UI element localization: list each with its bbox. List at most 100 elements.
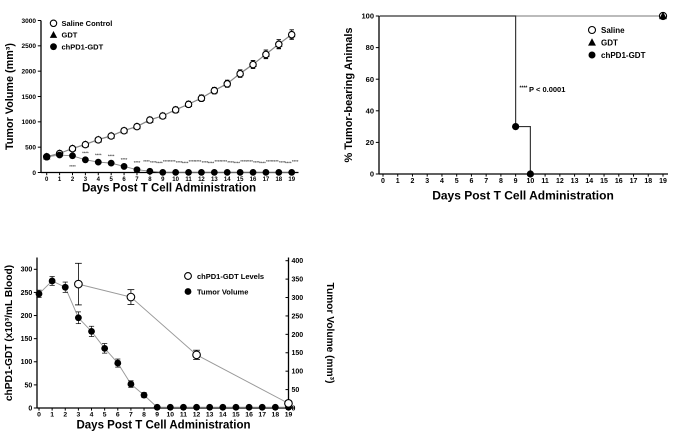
x-tick-label: 6 (116, 412, 120, 419)
x-tick-label: 6 (122, 177, 126, 183)
marker-filled-circle (185, 168, 192, 176)
marker-filled-circle (74, 314, 82, 322)
y-tick-label: 20 (366, 138, 374, 147)
marker-filled-circle (107, 159, 115, 167)
right-y-axis-label: Tumor Volume (mm³) (324, 283, 335, 384)
marker-filled-circle (94, 158, 102, 166)
y-tick-label: 2000 (22, 68, 37, 75)
significance-mark: **** (156, 160, 163, 165)
x-tick-label: 13 (571, 178, 579, 185)
marker-filled-triangle (659, 11, 667, 20)
marker-filled-circle (512, 123, 520, 131)
marker-filled-circle (172, 168, 180, 176)
x-tick-label: 16 (615, 178, 623, 185)
y-tick-label: 0 (32, 170, 36, 177)
significance-mark: **** (182, 160, 189, 165)
marker-open-circle (133, 122, 141, 131)
x-tick-label: 19 (285, 412, 293, 419)
marker-filled-circle (232, 403, 240, 411)
y-tick-label-right: 100 (292, 369, 304, 376)
y-tick-label: 80 (366, 43, 374, 52)
marker-open-circle (284, 399, 293, 408)
series-line (46, 34, 292, 158)
marker-open-circle (146, 116, 154, 124)
significance-mark: **** (134, 160, 141, 165)
y-tick-label: 500 (25, 144, 36, 151)
x-tick-label: 5 (455, 178, 459, 185)
marker-filled-circle (223, 168, 231, 176)
x-tick-label: 3 (425, 178, 429, 185)
significance-mark: **** (253, 160, 260, 165)
marker-open-circle (287, 30, 296, 39)
y-tick-label-right: 50 (292, 387, 300, 394)
x-tick-label: 10 (172, 177, 179, 183)
marker-filled-circle (133, 166, 141, 174)
significance-mark: **** (163, 159, 170, 164)
x-tick-label: 4 (90, 412, 94, 419)
x-tick-label: 3 (76, 412, 80, 419)
series-line (46, 33, 292, 157)
significance-mark: **** (233, 160, 240, 165)
x-tick-label: 2 (63, 412, 67, 419)
marker-open-circle (587, 25, 597, 35)
chpd1-levels-vs-tumor-volume-chart: 0501001502002503000501001502002503003504… (4, 257, 335, 432)
marker-filled-circle (146, 167, 154, 175)
x-tick-label: 9 (155, 412, 159, 419)
marker-filled-circle (219, 403, 227, 411)
significance-mark: **** (169, 159, 176, 164)
significance-mark: **** (208, 160, 215, 165)
marker-open-circle (107, 132, 115, 140)
x-tick-label: 12 (198, 177, 205, 183)
x-tick-label: 2 (411, 178, 415, 185)
y-tick-label-right: 300 (292, 295, 304, 302)
legend-label: chPD1-GDT Levels (197, 272, 264, 281)
marker-filled-circle (35, 290, 43, 298)
marker-filled-circle (114, 359, 122, 367)
marker-filled-circle (101, 344, 109, 352)
legend-label: Saline Control (62, 19, 113, 28)
marker-open-circle (223, 80, 231, 88)
marker-open-circle (184, 272, 192, 280)
y-tick-label: 3000 (22, 18, 37, 25)
y-tick-label-left: 250 (21, 290, 33, 297)
marker-filled-circle (61, 283, 69, 291)
x-tick-label: 9 (514, 178, 518, 185)
marker-filled-circle (245, 403, 253, 411)
x-tick-label: 14 (224, 177, 231, 183)
x-tick-label: 11 (180, 412, 187, 419)
x-tick-label: 11 (185, 177, 192, 183)
y-tick-label-right: 150 (292, 350, 304, 357)
y-tick-label: 0 (370, 170, 374, 179)
marker-open-circle (275, 40, 283, 49)
significance-mark: **** (292, 159, 299, 164)
x-tick-label: 10 (167, 412, 175, 419)
marker-filled-circle (69, 152, 76, 160)
y-tick-label: 2500 (22, 43, 37, 50)
marker-filled-circle (166, 403, 174, 411)
x-tick-label: 0 (37, 412, 41, 419)
marker-open-circle (49, 19, 58, 28)
marker-open-circle (210, 86, 219, 95)
marker-filled-circle (258, 403, 266, 411)
marker-open-circle (184, 100, 193, 109)
marker-open-circle (197, 94, 206, 103)
y-tick-label-right: 0 (292, 405, 296, 412)
marker-filled-circle (81, 156, 89, 164)
y-tick-label-left: 100 (21, 359, 33, 366)
significance-mark: **** (195, 159, 202, 164)
significance-mark: **** (202, 160, 209, 165)
y-tick-label-right: 350 (292, 277, 304, 284)
legend-label: chPD1-GDT (601, 51, 646, 60)
x-tick-label: 4 (97, 177, 101, 183)
series-line (78, 283, 289, 404)
x-tick-label: 15 (232, 412, 240, 419)
marker-filled-circle (271, 403, 279, 411)
y-tick-label: 1000 (22, 119, 37, 126)
x-tick-label: 18 (644, 178, 652, 185)
x-tick-label: 17 (630, 178, 638, 185)
marker-filled-triangle (588, 38, 596, 46)
x-tick-label: 7 (129, 412, 133, 419)
marker-open-circle (159, 112, 167, 120)
y-tick-label-right: 200 (292, 332, 304, 339)
